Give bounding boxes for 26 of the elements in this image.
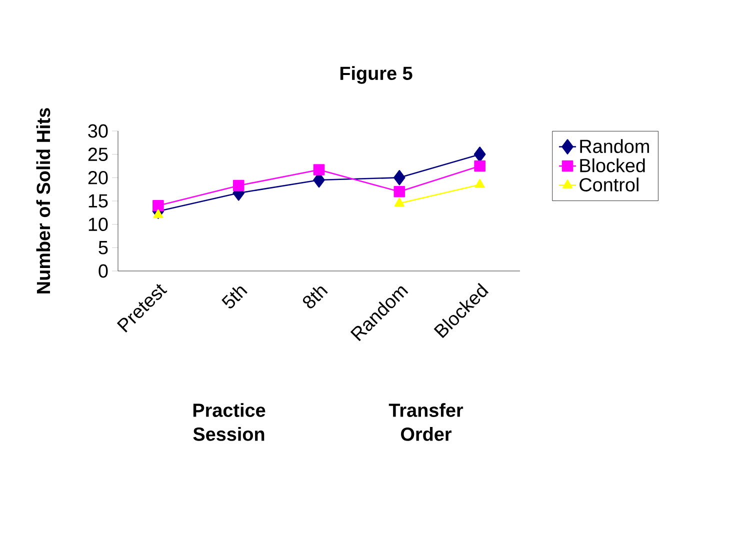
y-tick-label: 0: [98, 264, 108, 278]
y-tick-label: 25: [88, 148, 108, 162]
y-tick-label: 15: [88, 194, 108, 208]
y-tick-label: 10: [88, 218, 108, 232]
x-tick-label: 8th: [302, 286, 328, 308]
point: [153, 209, 164, 218]
point: [474, 179, 485, 188]
legend-label: Random: [580, 139, 649, 154]
text: Practice Session: [193, 403, 266, 441]
point: [394, 186, 406, 198]
legend-label: Control: [580, 178, 638, 192]
y-tick-label: 30: [88, 124, 108, 138]
point: [474, 160, 486, 172]
point: [313, 164, 325, 176]
x-tick-label: 5th: [222, 286, 248, 308]
point: [232, 180, 244, 192]
text: Transfer Order: [388, 403, 464, 441]
y-tick-label: 20: [88, 170, 108, 184]
point: [394, 198, 404, 206]
chart-title: Figure 5: [340, 66, 412, 84]
legend-label: Blocked: [580, 158, 645, 172]
y-axis-title: Number of Solid Hits: [36, 108, 50, 294]
point: [152, 200, 164, 212]
y-tick-label: 5: [98, 241, 108, 254]
point: [474, 146, 486, 162]
point: [394, 170, 406, 186]
